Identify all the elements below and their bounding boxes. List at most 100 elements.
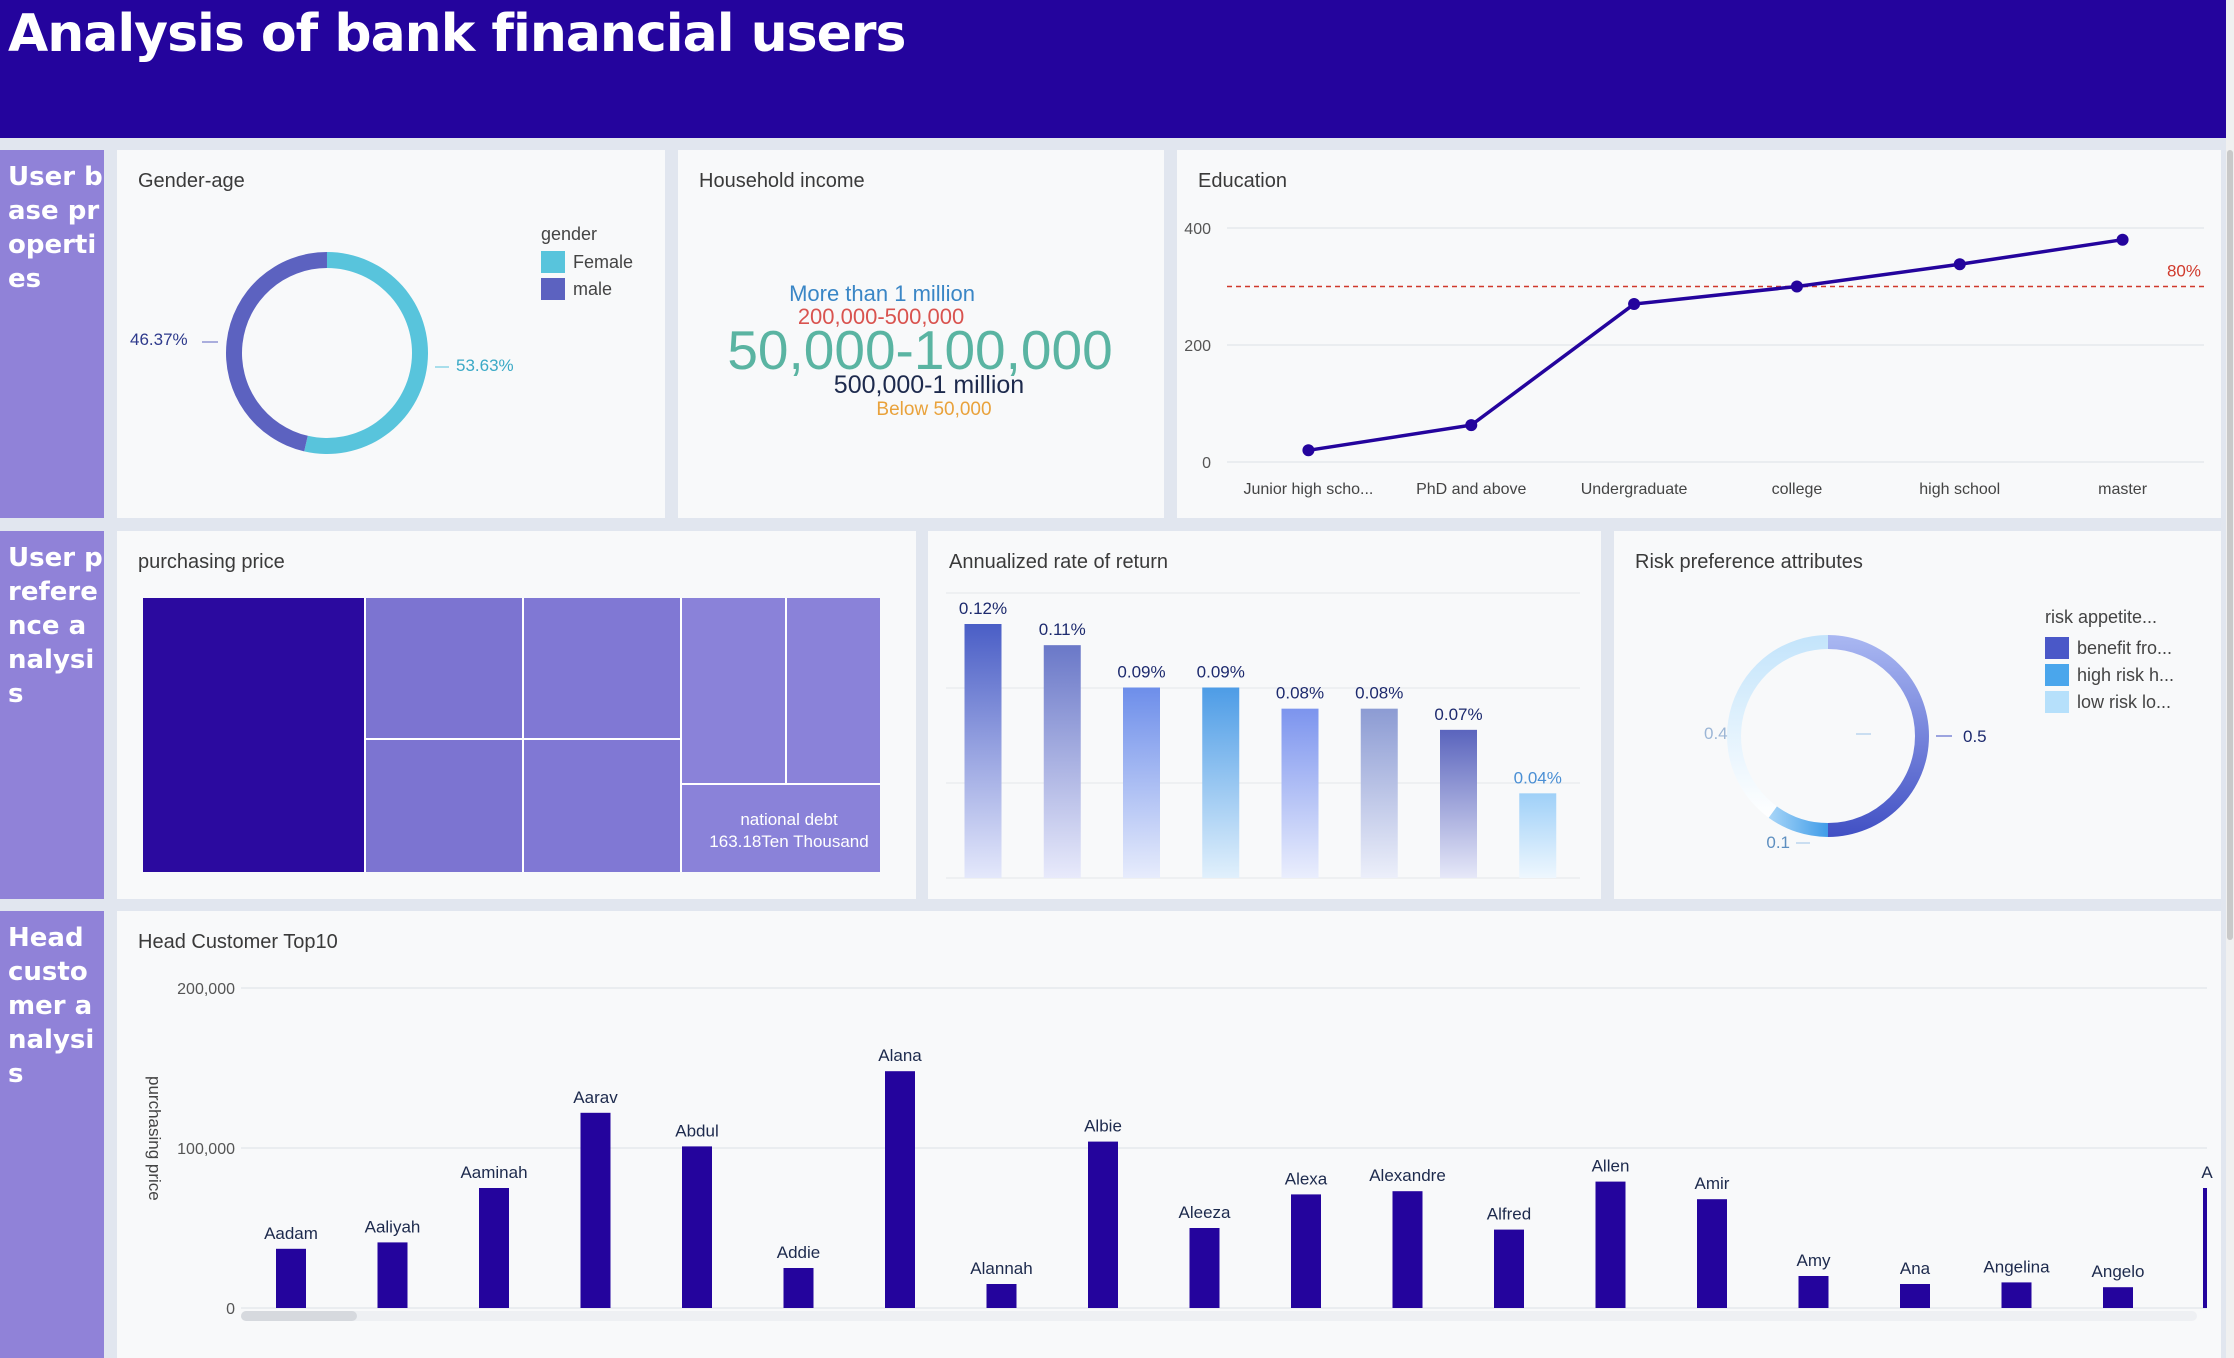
head-customer-bar-chart: 0 100,000 200,000 purchasing price Aadam Aali… bbox=[145, 981, 2213, 1318]
legend-swatch-female bbox=[541, 251, 565, 273]
education-series-line bbox=[1308, 237, 2123, 453]
education-title: Education bbox=[1198, 170, 1287, 192]
education-point[interactable] bbox=[1790, 280, 1803, 293]
education-point[interactable] bbox=[2116, 233, 2129, 246]
treemap-tile[interactable] bbox=[524, 598, 681, 739]
purchasing-price-panel: purchasing price national debt 163.18Ten… bbox=[117, 531, 916, 899]
chart-scroll-track[interactable] bbox=[241, 1311, 2197, 1321]
customer-bar[interactable] bbox=[2001, 1282, 2032, 1308]
purchasing-price-treemap: national debt 163.18Ten Thousand bbox=[143, 598, 880, 872]
legend-swatch-benefit bbox=[2045, 637, 2069, 659]
education-line-chart: 0 200 400 Junior high scho... PhD and above U… bbox=[1184, 221, 2204, 498]
customer-bar[interactable] bbox=[783, 1268, 814, 1308]
donut-slice-benefit[interactable] bbox=[1828, 635, 1929, 837]
treemap-tile[interactable] bbox=[682, 598, 786, 784]
donut-slice-female[interactable] bbox=[304, 252, 428, 454]
customer-bar[interactable] bbox=[885, 1071, 915, 1308]
x-tick-label: PhD and above bbox=[1416, 481, 1526, 498]
chart-scroll-thumb[interactable] bbox=[241, 1311, 357, 1321]
x-tick-label: Undergraduate bbox=[1581, 481, 1688, 498]
return-bar[interactable] bbox=[1360, 708, 1398, 878]
section-label-user-base: User base properties bbox=[0, 150, 104, 518]
return-bar[interactable] bbox=[1202, 687, 1240, 879]
customer-bar[interactable] bbox=[986, 1284, 1017, 1308]
treemap-tile-value: 163.18Ten Thousand bbox=[709, 832, 868, 851]
return-bar-label: 0.11% bbox=[1039, 620, 1086, 639]
treemap-tile[interactable] bbox=[143, 598, 365, 872]
customer-bar-label: Alexa bbox=[1285, 1169, 1328, 1188]
treemap-tile[interactable] bbox=[366, 598, 523, 739]
risk-preference-title: Risk preference attributes bbox=[1635, 551, 1863, 573]
treemap-tile[interactable] bbox=[787, 598, 880, 784]
risk-label-benefit: 0.5 bbox=[1963, 727, 1987, 746]
purchasing-price-title: purchasing price bbox=[138, 551, 285, 573]
education-panel: Education 0 200 400 Junior high scho... PhD … bbox=[1177, 150, 2221, 518]
legend-item-high-risk[interactable]: high risk h... bbox=[2045, 663, 2174, 687]
wordcloud-word[interactable]: More than 1 million bbox=[789, 281, 975, 306]
y-tick-label: 100,000 bbox=[177, 1141, 235, 1158]
risk-label-low-risk: 0.4 bbox=[1704, 724, 1728, 743]
education-point[interactable] bbox=[1465, 419, 1478, 432]
return-bar[interactable] bbox=[1281, 708, 1319, 878]
customer-bar[interactable] bbox=[1291, 1194, 1321, 1308]
legend-swatch-low-risk bbox=[2045, 691, 2069, 713]
return-bar[interactable] bbox=[1123, 687, 1160, 879]
customer-bar-label: Aaminah bbox=[460, 1163, 527, 1182]
legend-item-male[interactable]: male bbox=[541, 277, 612, 301]
x-tick-label: master bbox=[2098, 481, 2148, 498]
customer-bar-label: Alannah bbox=[970, 1259, 1032, 1278]
customer-bar[interactable] bbox=[1595, 1181, 1626, 1308]
head-customer-panel: Head Customer Top10 0 100,000 200,000 purch… bbox=[117, 911, 2221, 1358]
y-axis-label: purchasing price bbox=[145, 1076, 164, 1201]
return-bar-label: 0.08% bbox=[1276, 684, 1324, 703]
reference-line-label: 80% bbox=[2167, 262, 2201, 281]
head-customer-title: Head Customer Top10 bbox=[138, 931, 338, 953]
female-percent-text: 53.63% bbox=[456, 356, 514, 375]
wordcloud-word[interactable]: 500,000-1 million bbox=[833, 371, 1025, 399]
gender-legend-title: gender bbox=[541, 224, 598, 244]
donut-slice-low-risk[interactable] bbox=[1727, 635, 1828, 818]
customer-bar[interactable] bbox=[682, 1146, 712, 1308]
customer-bar[interactable] bbox=[276, 1248, 306, 1308]
customer-bar-label: A bbox=[2201, 1163, 2213, 1182]
donut-slice-high-risk[interactable] bbox=[1768, 806, 1828, 837]
risk-label-high-risk: 0.1 bbox=[1766, 833, 1790, 852]
return-bar[interactable] bbox=[1440, 729, 1477, 878]
legend-item-low-risk[interactable]: low risk lo... bbox=[2045, 690, 2171, 714]
return-bar[interactable] bbox=[1519, 793, 1557, 878]
customer-bar[interactable] bbox=[580, 1112, 611, 1308]
legend-item-female[interactable]: Female bbox=[541, 250, 633, 274]
return-bar[interactable] bbox=[964, 624, 1002, 878]
customer-bar-label: Alexandre bbox=[1369, 1166, 1446, 1185]
customer-bar[interactable] bbox=[1392, 1191, 1423, 1308]
customer-bar[interactable] bbox=[1494, 1229, 1524, 1308]
legend-item-benefit[interactable]: benefit fro... bbox=[2045, 636, 2172, 660]
customer-bar-label: Aleeza bbox=[1179, 1203, 1232, 1222]
legend-label-male: male bbox=[573, 278, 613, 299]
customer-bar[interactable] bbox=[2103, 1287, 2133, 1308]
customer-bar[interactable] bbox=[1798, 1276, 1829, 1308]
customer-bar[interactable] bbox=[1088, 1141, 1118, 1308]
customer-bar[interactable] bbox=[1900, 1284, 1930, 1308]
education-point[interactable] bbox=[1302, 444, 1315, 457]
return-bar-label: 0.09% bbox=[1117, 663, 1165, 682]
wordcloud-word[interactable]: 200,000-500,000 bbox=[797, 304, 965, 329]
return-bar[interactable] bbox=[1043, 645, 1081, 878]
education-point[interactable] bbox=[1953, 258, 1966, 271]
customer-bar[interactable] bbox=[1697, 1199, 1727, 1308]
customer-bar[interactable] bbox=[2203, 1188, 2207, 1308]
return-bar-label: 0.04% bbox=[1514, 768, 1562, 787]
donut-slice-male[interactable] bbox=[225, 252, 327, 452]
customer-bar[interactable] bbox=[1189, 1228, 1220, 1308]
customer-bar-label: Ana bbox=[1900, 1259, 1931, 1278]
customer-bar[interactable] bbox=[377, 1242, 408, 1308]
page-scrollbar-thumb[interactable] bbox=[2227, 150, 2233, 940]
wordcloud-word[interactable]: Below 50,000 bbox=[876, 399, 992, 420]
treemap-tile[interactable] bbox=[524, 740, 681, 872]
customer-bar[interactable] bbox=[479, 1188, 509, 1308]
treemap-tile[interactable] bbox=[366, 740, 523, 872]
wordcloud-word[interactable]: 50,000-100,000 bbox=[727, 319, 1113, 381]
treemap-tile-national-debt[interactable] bbox=[682, 785, 880, 872]
education-point[interactable] bbox=[1628, 298, 1641, 311]
risk-legend-title: risk appetite... bbox=[2045, 607, 2158, 627]
